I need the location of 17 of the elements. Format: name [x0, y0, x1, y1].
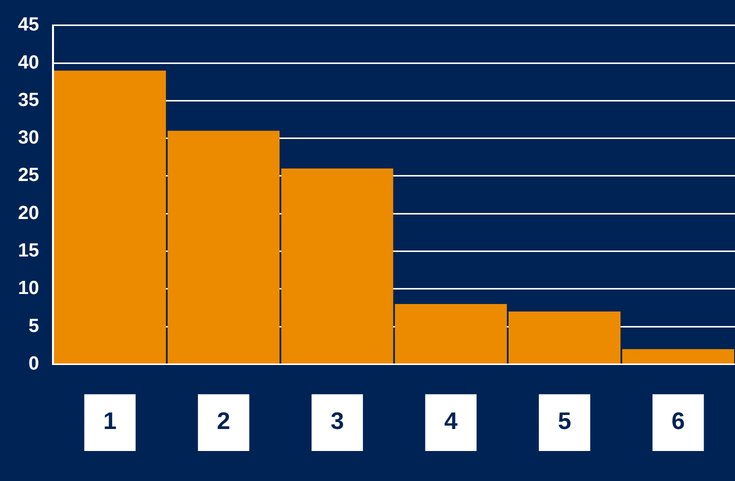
- x-tick-label: 3: [330, 408, 344, 436]
- y-tick-label: 10: [18, 278, 40, 300]
- x-tick-label: 5: [558, 408, 572, 436]
- x-tick-label: 6: [672, 408, 685, 436]
- y-tick-label: 30: [18, 128, 40, 149]
- x-tick-label: 1: [103, 408, 117, 436]
- x-tick-label: 2: [216, 408, 230, 436]
- y-tick-label: 40: [18, 52, 40, 74]
- y-tick-label: 35: [18, 90, 40, 111]
- y-tick-label: 5: [28, 316, 40, 337]
- y-tick-label: 45: [18, 14, 40, 36]
- y-tick-label: 15: [18, 240, 40, 262]
- y-tick-label: 20: [18, 202, 40, 224]
- bar: [281, 168, 394, 364]
- y-tick-label: 0: [28, 353, 40, 374]
- y-tick-label: 25: [18, 165, 40, 186]
- x-tick-label: 4: [444, 408, 458, 436]
